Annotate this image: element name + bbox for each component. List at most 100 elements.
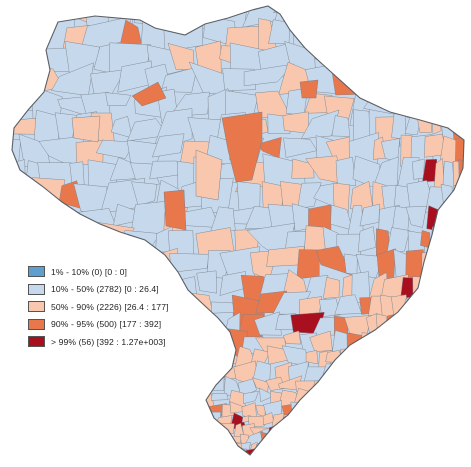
municipality-cell <box>412 23 430 46</box>
municipality-cell <box>349 43 368 67</box>
municipality-cell <box>323 463 329 467</box>
municipality-cell <box>138 463 152 467</box>
municipality-cell <box>414 390 426 404</box>
municipality-cell <box>12 117 38 135</box>
municipality-cell <box>396 415 407 425</box>
municipality-cell <box>462 457 468 466</box>
municipality-cell <box>403 449 411 455</box>
municipality-cell <box>466 137 471 161</box>
municipality-cell <box>17 414 32 427</box>
municipality-cell <box>18 405 39 414</box>
municipality-cell <box>424 401 436 418</box>
municipality-cell <box>400 423 411 433</box>
municipality-cell <box>106 447 121 455</box>
municipality-cell <box>438 449 449 455</box>
municipality-cell <box>376 390 384 403</box>
municipality-cell <box>354 449 368 455</box>
municipality-cell <box>12 360 40 381</box>
municipality-cell <box>198 422 214 438</box>
municipality-cell <box>323 378 336 397</box>
municipality-cell <box>365 69 387 94</box>
municipality-cell <box>466 349 471 373</box>
municipality-cell <box>447 91 459 117</box>
municipality-cell <box>419 432 427 447</box>
legend-swatch-4 <box>28 318 45 330</box>
municipality-cell <box>455 250 464 275</box>
municipality-cell <box>446 442 455 452</box>
municipality-cell <box>353 463 360 467</box>
municipality-cell <box>431 440 443 454</box>
municipality-cell <box>462 402 464 417</box>
municipality-cell <box>91 391 113 406</box>
municipality-cell <box>185 463 196 467</box>
municipality-cell <box>408 378 419 393</box>
municipality-cell <box>181 439 196 451</box>
municipality-cell <box>104 413 124 427</box>
municipality-cell <box>373 404 382 416</box>
municipality-cell <box>460 21 464 46</box>
municipality-cell <box>86 415 102 427</box>
municipality-cell <box>442 364 454 384</box>
municipality-cell <box>104 439 120 455</box>
municipality-cell <box>206 458 212 467</box>
municipality-cell <box>174 440 183 453</box>
municipality-cell <box>315 423 329 440</box>
municipality-cell <box>65 456 75 467</box>
municipality-cell <box>386 227 410 254</box>
municipality-cell <box>273 6 322 14</box>
municipality-cell <box>159 432 170 446</box>
municipality-cell <box>211 424 224 436</box>
municipality-cell <box>439 317 450 339</box>
municipality-cell <box>134 377 149 394</box>
municipality-cell <box>460 391 464 406</box>
municipality-cell <box>355 253 384 279</box>
municipality-cell <box>385 441 393 454</box>
municipality-cell <box>0 457 8 466</box>
municipality-cell <box>454 21 463 48</box>
municipality-cell <box>366 414 379 424</box>
municipality-cell <box>185 410 208 430</box>
municipality-cell <box>144 457 158 467</box>
municipality-cell <box>225 458 234 466</box>
municipality-cell <box>319 456 328 465</box>
municipality-cell <box>438 332 447 350</box>
municipality-cell <box>12 6 50 37</box>
municipality-cell <box>12 46 39 81</box>
municipality-cell <box>352 366 364 384</box>
municipality-cell <box>39 361 52 385</box>
municipality-cell <box>150 450 162 455</box>
municipality-cell <box>443 402 455 421</box>
municipality-cell <box>254 449 266 455</box>
municipality-cell <box>463 315 464 337</box>
municipality-cell <box>312 380 328 394</box>
municipality-cell <box>116 230 161 254</box>
municipality-cell <box>440 423 451 436</box>
municipality-cell <box>351 390 361 406</box>
legend-label-1: 1% - 10% (0) [0 : 0] <box>51 266 128 277</box>
municipality-cell <box>417 379 425 397</box>
municipality-cell <box>364 423 372 433</box>
municipality-cell <box>149 422 172 436</box>
municipality-cell <box>152 440 169 453</box>
municipality-cell <box>131 181 158 206</box>
municipality-cell <box>121 380 140 394</box>
municipality-cell <box>115 364 132 378</box>
municipality-cell <box>158 362 174 383</box>
municipality-cell <box>316 463 324 467</box>
municipality-cell <box>340 47 357 78</box>
municipality-cell <box>466 159 471 181</box>
municipality-cell <box>261 458 271 466</box>
municipality-cell <box>446 23 458 42</box>
municipality-cell <box>465 45 471 69</box>
municipality-cell <box>12 377 35 396</box>
municipality-cell <box>426 463 435 467</box>
municipality-cell <box>272 451 281 455</box>
municipality-cell <box>198 441 215 451</box>
municipality-cell <box>445 315 458 340</box>
municipality-cell <box>265 450 275 455</box>
legend-swatch-3 <box>28 301 45 313</box>
municipality-cell <box>434 414 442 429</box>
municipality-cell <box>51 390 68 405</box>
municipality-cell <box>400 441 413 455</box>
